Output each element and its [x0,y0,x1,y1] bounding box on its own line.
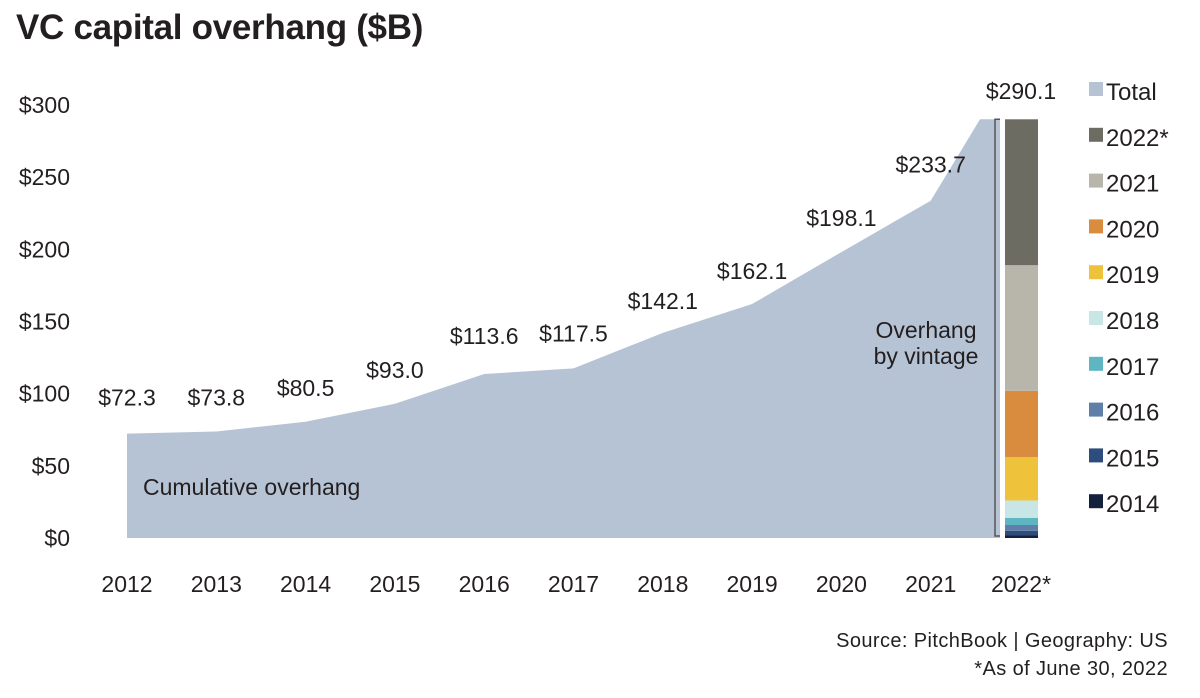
legend-swatch [1089,494,1103,509]
legend-label: Total [1106,79,1157,106]
y-axis: $0 $50 $100 $150 $200 $250 $300 [19,92,70,551]
legend-item: 2017 [1089,354,1159,381]
y-tick-label: $250 [19,164,70,190]
legend-swatch [1089,173,1103,188]
x-tick-label: 2013 [191,571,242,597]
x-tick-label: 2016 [459,571,510,597]
y-tick-label: $0 [44,525,70,551]
data-label: $117.5 [539,320,608,346]
legend-label: 2014 [1106,491,1159,518]
legend-swatch [1089,265,1103,280]
y-tick-label: $50 [32,453,70,479]
legend-item: 2015 [1089,445,1159,472]
legend-label: 2017 [1106,354,1159,381]
x-tick-label: 2019 [727,571,778,597]
stack-segment-2018 [1005,500,1038,518]
stack-segment-2014 [1005,535,1038,538]
source-note: Source: PitchBook | Geography: US *As of… [836,627,1168,683]
data-label: $80.5 [277,375,335,401]
data-label: $290.1 [986,78,1056,104]
x-tick-label: 2015 [369,571,420,597]
legend-item: 2018 [1089,308,1159,335]
legend-item: 2019 [1089,262,1159,289]
bracket-line [994,118,1000,537]
area-layer [127,119,1000,538]
legend-label: 2016 [1106,400,1159,427]
legend-swatch [1089,127,1103,142]
x-tick-label: 2020 [816,571,867,597]
legend-item: 2014 [1089,491,1159,518]
legend-label: 2020 [1106,216,1159,243]
data-label: $198.1 [806,205,876,231]
x-axis: 2012 2013 2014 2015 2016 2017 2018 2019 2020 2021… [101,571,1051,597]
legend-swatch [1089,311,1103,325]
legend-label: 2021 [1106,171,1159,198]
vintage-bracket [994,118,1000,537]
legend-item: Total [1089,79,1157,106]
legend-swatch [1089,82,1103,96]
data-label: $73.8 [188,384,246,410]
stack-segment-2020 [1005,390,1038,458]
y-tick-label: $150 [19,309,70,335]
data-label: $162.1 [717,258,787,284]
legend-label: 2018 [1106,308,1159,335]
legend-swatch [1089,356,1103,371]
area-annotation: Cumulative overhang [143,474,360,500]
legend-label: 2022* [1106,125,1169,152]
data-label: $142.1 [628,288,698,314]
stack-segment-2022 [1005,119,1038,266]
chart-title: VC capital overhang ($B) [16,8,424,47]
legend-swatch [1089,219,1103,234]
stack-segment-2015 [1005,530,1038,536]
source-line: Source: PitchBook | Geography: US [836,630,1168,652]
legend-swatch [1089,448,1103,463]
stack-segment-2016 [1005,525,1038,531]
legend-item: 2022* [1089,125,1169,152]
legend-swatch [1089,402,1103,417]
x-tick-label: 2021 [905,571,956,597]
data-label: $113.6 [450,323,519,349]
total-area [127,119,1000,538]
y-tick-label: $100 [19,381,70,407]
bracket-annotation-line1: Overhang [875,317,976,343]
x-tick-label: 2014 [280,571,331,597]
legend-label: 2019 [1106,262,1159,289]
legend-item: 2020 [1089,216,1159,243]
y-tick-label: $300 [19,92,70,118]
stack-segment-2021 [1005,265,1038,391]
x-tick-label: 2022* [991,571,1051,597]
footnote-line: *As of June 30, 2022 [974,658,1168,680]
y-tick-label: $200 [19,236,70,262]
data-label: $233.7 [896,152,966,178]
legend: Total 2022* 2021 2020 2019 2018 2017 2016 2015 20… [1089,79,1169,518]
x-tick-label: 2018 [637,571,688,597]
bracket-annotation-line2: by vintage [874,343,979,369]
data-label: $93.0 [366,357,424,383]
stack-segment-2019 [1005,457,1038,501]
x-tick-label: 2012 [101,571,152,597]
stack-segment-2017 [1005,517,1038,526]
legend-item: 2016 [1089,400,1159,427]
stacked-bar [1005,119,1038,538]
data-label: $72.3 [98,385,156,411]
x-tick-label: 2017 [548,571,599,597]
data-labels: $72.3 $73.8 $80.5 $93.0 $113.6 $117.5 $142.1 $1… [98,78,1056,411]
legend-label: 2015 [1106,445,1159,472]
legend-item: 2021 [1089,171,1159,198]
